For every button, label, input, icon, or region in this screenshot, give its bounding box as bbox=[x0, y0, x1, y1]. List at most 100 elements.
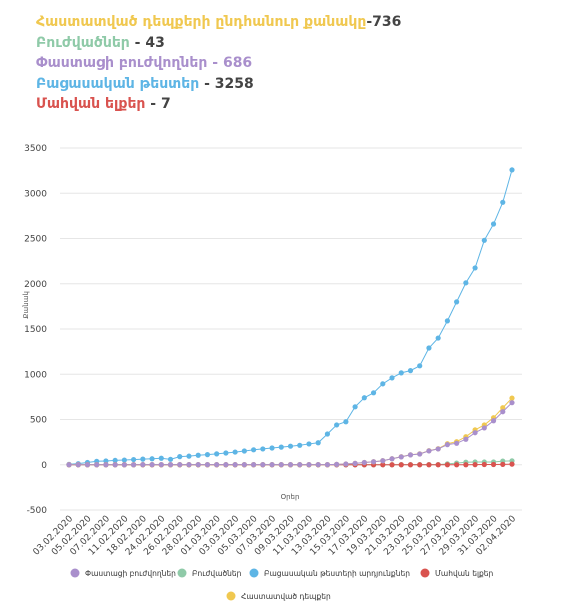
data-point bbox=[454, 440, 460, 446]
data-point bbox=[509, 461, 515, 467]
data-point bbox=[260, 462, 266, 468]
y-tick-label: 2500 bbox=[24, 235, 47, 245]
data-point bbox=[398, 454, 404, 460]
data-point bbox=[444, 318, 450, 324]
legend-swatch bbox=[420, 568, 430, 578]
data-point bbox=[260, 446, 266, 452]
data-point bbox=[435, 446, 441, 452]
data-point bbox=[250, 462, 257, 468]
stat-label: Բուժվածներ bbox=[36, 34, 130, 51]
stat-row: Հաստատված դեպքերի ընդհանուր քանակը-736 bbox=[36, 12, 401, 33]
data-point bbox=[250, 447, 257, 453]
data-point bbox=[112, 462, 118, 468]
data-point bbox=[407, 462, 414, 468]
data-point bbox=[490, 461, 497, 468]
data-point bbox=[407, 452, 414, 458]
stat-row: Մահվան ելքեր - 7 bbox=[36, 94, 401, 115]
data-point bbox=[352, 460, 358, 466]
data-point bbox=[306, 462, 312, 468]
y-tick-label: 1500 bbox=[24, 325, 47, 335]
data-point bbox=[103, 462, 109, 468]
data-point bbox=[500, 461, 506, 467]
data-point bbox=[417, 363, 423, 369]
stat-row: Բուժվածներ - 43 bbox=[36, 33, 401, 54]
y-tick-label: 1000 bbox=[24, 370, 47, 380]
data-point bbox=[407, 368, 414, 374]
data-point bbox=[334, 422, 340, 428]
legend-label: Բուժվածներ bbox=[192, 569, 242, 578]
data-point bbox=[112, 457, 118, 464]
data-point bbox=[370, 390, 377, 396]
data-point bbox=[463, 462, 469, 468]
data-point bbox=[324, 462, 331, 468]
data-point bbox=[389, 462, 395, 468]
data-point bbox=[463, 280, 469, 286]
data-point bbox=[509, 167, 515, 173]
legend-label: Հաստատված դեպքեր bbox=[241, 592, 331, 601]
y-tick-label: 500 bbox=[30, 416, 47, 426]
data-point bbox=[149, 456, 155, 462]
stat-value: - 686 bbox=[207, 55, 253, 71]
stat-label: Փաստացի բուժվողներ bbox=[36, 55, 208, 71]
data-point bbox=[481, 425, 487, 431]
data-point bbox=[204, 452, 211, 458]
data-point bbox=[315, 440, 321, 446]
data-point bbox=[343, 461, 349, 467]
data-point bbox=[472, 265, 478, 271]
data-point bbox=[66, 462, 72, 468]
data-point bbox=[389, 375, 395, 381]
data-point bbox=[509, 395, 515, 401]
data-point bbox=[121, 462, 127, 468]
data-point bbox=[131, 456, 137, 463]
data-point bbox=[343, 419, 349, 425]
data-point bbox=[352, 404, 358, 410]
data-point bbox=[435, 462, 441, 468]
stat-row: Փաստացի բուժվողներ - 686 bbox=[36, 53, 401, 74]
stat-value: - 43 bbox=[129, 34, 165, 51]
data-point bbox=[214, 451, 220, 457]
stat-value: - 3258 bbox=[199, 75, 254, 92]
data-point bbox=[195, 452, 201, 458]
y-tick-label: 3000 bbox=[24, 189, 47, 199]
data-point bbox=[75, 462, 81, 468]
y-tick-label: 0 bbox=[41, 461, 47, 471]
data-point bbox=[297, 442, 303, 448]
data-point bbox=[140, 462, 146, 468]
data-point bbox=[389, 456, 395, 462]
legend-label: Մահվան ելքեր bbox=[435, 569, 494, 578]
data-point bbox=[380, 458, 386, 464]
data-point bbox=[223, 450, 229, 456]
stat-value: -736 bbox=[366, 14, 402, 30]
data-point bbox=[472, 430, 478, 436]
data-point bbox=[306, 441, 312, 447]
data-point bbox=[454, 299, 460, 305]
data-point bbox=[463, 436, 469, 442]
data-point bbox=[149, 462, 155, 468]
y-tick-label: -500 bbox=[27, 506, 48, 516]
data-point bbox=[177, 454, 183, 460]
data-point bbox=[103, 458, 109, 464]
legend-swatch bbox=[177, 568, 187, 578]
data-point bbox=[84, 462, 91, 468]
data-point bbox=[140, 456, 146, 462]
data-point bbox=[186, 453, 192, 459]
data-point bbox=[195, 462, 201, 468]
data-point bbox=[490, 418, 497, 424]
legend-swatch bbox=[70, 568, 80, 578]
data-point bbox=[500, 199, 506, 205]
x-axis-label: Օրեր bbox=[281, 493, 300, 501]
stat-row: Բացասական թեստեր - 3258 bbox=[36, 74, 401, 95]
data-point bbox=[158, 462, 164, 468]
data-point bbox=[241, 462, 247, 468]
data-point bbox=[232, 449, 238, 455]
data-point bbox=[472, 462, 478, 468]
data-point bbox=[287, 443, 294, 449]
data-point bbox=[315, 462, 321, 468]
data-point bbox=[158, 455, 164, 461]
data-point bbox=[444, 442, 450, 448]
data-point bbox=[444, 462, 450, 468]
data-point bbox=[204, 462, 211, 468]
series-line bbox=[68, 169, 513, 465]
data-point bbox=[500, 405, 506, 411]
